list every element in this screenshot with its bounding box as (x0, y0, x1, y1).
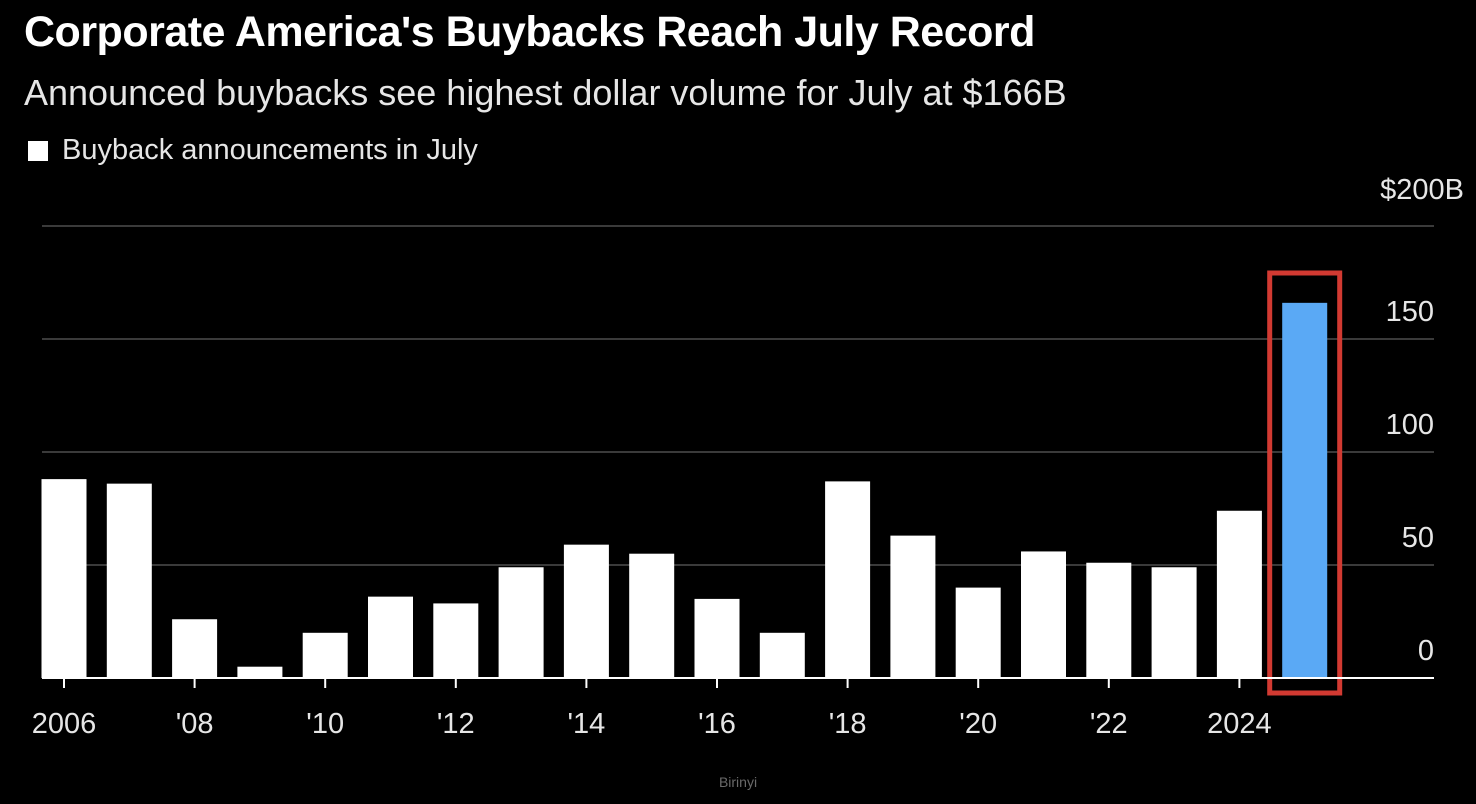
bar (237, 666, 283, 678)
x-tick-label: '18 (829, 708, 867, 740)
x-tick-label: 2006 (32, 708, 97, 740)
x-tick-label: '10 (306, 708, 344, 740)
legend: Buyback announcements in July (28, 134, 478, 167)
axes: 0 50 100 150 2006 '08 '10 '12 '14 '16 '18 '20 '22 202… (32, 296, 1434, 740)
highlight-box (1267, 270, 1343, 696)
y-tick-label: 50 (1402, 522, 1434, 554)
bar (890, 535, 936, 678)
x-tick-label: '22 (1090, 708, 1128, 740)
bar (1216, 510, 1262, 678)
bar (172, 619, 218, 678)
bar (759, 632, 805, 678)
x-tick-label: '12 (437, 708, 475, 740)
x-tick-label: '14 (568, 708, 606, 740)
bar (694, 598, 740, 678)
gridlines (42, 225, 1434, 566)
x-tick-label: '08 (176, 708, 214, 740)
bar (1021, 551, 1066, 678)
x-tick-label: '16 (698, 708, 736, 740)
source-note: Birinyi (718, 774, 758, 790)
y-tick-label: 100 (1386, 409, 1434, 441)
x-tick-label: 2024 (1207, 708, 1272, 740)
y-tick-label: 0 (1418, 635, 1434, 667)
bar (41, 479, 87, 678)
bar (1086, 562, 1132, 678)
bar (825, 481, 871, 678)
x-tick-label: '20 (959, 708, 997, 740)
y-axis-unit-label: $200B (1380, 174, 1464, 206)
bar (106, 483, 152, 678)
bars (41, 270, 1343, 696)
bar (1151, 567, 1197, 678)
bar (368, 596, 413, 678)
bar (955, 587, 1001, 678)
bar (498, 567, 544, 678)
chart-title: Corporate America's Buybacks Reach July … (24, 8, 1035, 56)
bar (302, 632, 348, 678)
legend-swatch (28, 140, 48, 161)
highlighted-bar (1282, 302, 1328, 678)
bar (629, 553, 675, 678)
chart-subtitle: Announced buybacks see highest dollar vo… (24, 72, 1067, 113)
bar (433, 603, 479, 678)
legend-label: Buyback announcements in July (62, 134, 478, 166)
bar (563, 544, 609, 678)
y-tick-label: 150 (1386, 296, 1434, 328)
